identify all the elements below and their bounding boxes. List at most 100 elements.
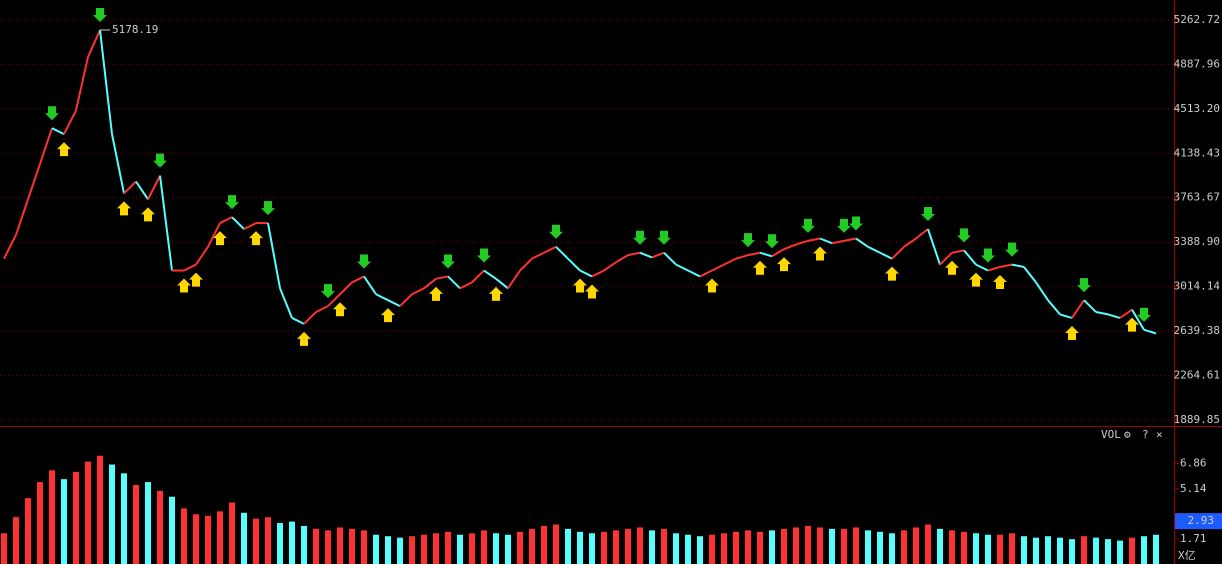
price-segment bbox=[855, 237, 869, 248]
volume-bar bbox=[193, 514, 199, 564]
sell-signal bbox=[321, 284, 335, 299]
sell-signal bbox=[93, 7, 107, 22]
price-segment bbox=[591, 269, 605, 278]
price-segment bbox=[603, 261, 617, 272]
price-segment bbox=[315, 305, 329, 313]
volume-bar bbox=[421, 534, 427, 564]
volume-bar bbox=[985, 534, 991, 564]
peak-label: 5178.19 bbox=[112, 23, 158, 36]
buy-signal bbox=[489, 286, 503, 301]
y-tick-label: 3388.90 bbox=[1174, 235, 1220, 248]
volume-bar bbox=[877, 531, 883, 564]
buy-signal bbox=[705, 278, 719, 293]
price-segment bbox=[579, 269, 593, 278]
volume-bar bbox=[277, 523, 283, 564]
price-segment bbox=[687, 269, 701, 278]
price-segment bbox=[795, 239, 809, 246]
sell-signal bbox=[801, 218, 815, 233]
price-segment bbox=[951, 249, 965, 254]
volume-bar bbox=[25, 498, 31, 564]
price-segment bbox=[3, 234, 17, 260]
volume-title: VOL bbox=[1101, 428, 1121, 441]
price-segment bbox=[111, 133, 125, 194]
price-segment bbox=[483, 269, 497, 280]
current-volume-box bbox=[1175, 513, 1222, 530]
buy-signal bbox=[189, 272, 203, 287]
price-segment bbox=[531, 251, 545, 260]
volume-bar bbox=[529, 528, 535, 564]
price-segment bbox=[51, 127, 65, 136]
price-segment bbox=[627, 251, 641, 257]
volume-bar bbox=[241, 512, 247, 564]
price-segment bbox=[975, 263, 989, 272]
volume-bar bbox=[829, 528, 835, 564]
y-tick-label: 1.71 bbox=[1180, 532, 1207, 545]
y-tick-label: 2264.61 bbox=[1174, 369, 1220, 382]
volume-bar bbox=[253, 518, 259, 564]
volume-bar bbox=[1021, 536, 1027, 564]
price-segment bbox=[807, 237, 821, 242]
price-segment bbox=[915, 228, 929, 240]
price-segment bbox=[123, 180, 137, 195]
volume-bar bbox=[445, 531, 451, 564]
price-segment bbox=[75, 56, 89, 111]
buy-signal bbox=[969, 272, 983, 287]
price-segment bbox=[195, 246, 209, 266]
close-icon[interactable]: × bbox=[1156, 428, 1163, 441]
volume-bar bbox=[949, 530, 955, 564]
volume-bar bbox=[469, 533, 475, 564]
sell-signal bbox=[849, 216, 863, 231]
buy-signal bbox=[57, 142, 71, 157]
volume-bar bbox=[757, 531, 763, 564]
price-segment bbox=[99, 29, 113, 135]
buy-signal bbox=[213, 231, 227, 246]
price-segment bbox=[459, 281, 473, 290]
volume-bar bbox=[745, 530, 751, 564]
volume-bar bbox=[133, 485, 139, 564]
price-segment bbox=[771, 248, 785, 258]
buy-signal bbox=[753, 260, 767, 275]
volume-bar bbox=[793, 527, 799, 564]
volume-bar bbox=[1093, 537, 1099, 564]
sell-signal bbox=[1137, 307, 1151, 322]
volume-bar bbox=[937, 528, 943, 564]
volume-bar bbox=[337, 527, 343, 564]
buy-signal bbox=[1065, 325, 1079, 340]
price-segment bbox=[987, 266, 1001, 272]
volume-bar bbox=[493, 533, 499, 564]
price-segment bbox=[663, 252, 677, 266]
price-segment bbox=[39, 127, 53, 165]
price-segment bbox=[279, 287, 293, 319]
volume-bar bbox=[997, 534, 1003, 564]
volume-bar bbox=[97, 455, 103, 564]
volume-bar bbox=[1057, 537, 1063, 564]
volume-bar bbox=[229, 502, 235, 564]
volume-bar bbox=[1045, 536, 1051, 564]
volume-bar bbox=[625, 528, 631, 564]
sell-signal bbox=[633, 230, 647, 245]
price-segment bbox=[303, 311, 317, 325]
volume-bar bbox=[805, 525, 811, 564]
price-segment bbox=[831, 239, 845, 245]
y-tick-label: 6.86 bbox=[1180, 457, 1207, 470]
price-segment bbox=[1083, 299, 1097, 313]
price-segment bbox=[423, 278, 437, 290]
price-segment bbox=[843, 237, 857, 242]
price-segment bbox=[927, 228, 941, 265]
sell-signal bbox=[549, 224, 563, 239]
volume-bar bbox=[1129, 537, 1135, 564]
volume-bar bbox=[217, 511, 223, 564]
price-segment bbox=[435, 275, 449, 280]
volume-bar bbox=[109, 464, 115, 564]
price-segment bbox=[543, 245, 557, 254]
price-segment bbox=[243, 222, 257, 230]
price-segment bbox=[1059, 313, 1073, 319]
settings-icon[interactable]: ⚙ bbox=[1124, 428, 1131, 441]
buy-signal bbox=[993, 274, 1007, 289]
price-segment bbox=[1107, 313, 1121, 319]
help-icon[interactable]: ? bbox=[1142, 428, 1149, 441]
price-segment bbox=[363, 275, 377, 295]
volume-bar bbox=[733, 531, 739, 564]
